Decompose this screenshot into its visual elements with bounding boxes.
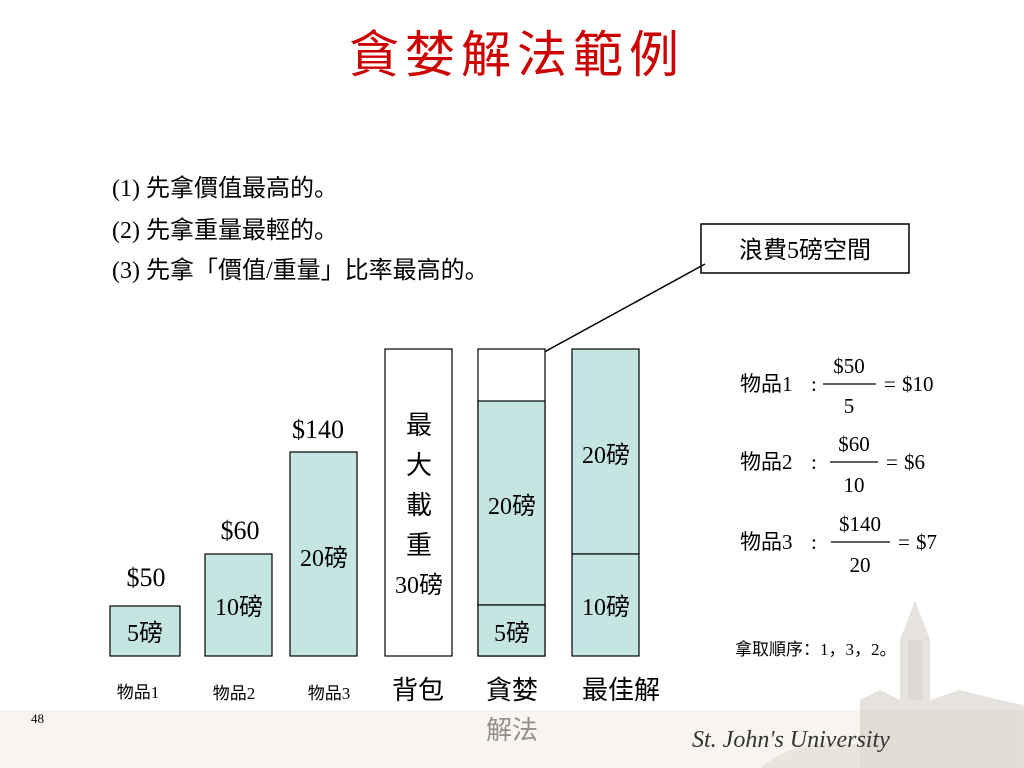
ratio-item2-name: 物品2: [740, 450, 793, 474]
take-order-text: 拿取順序：1，3，2。: [735, 639, 897, 659]
ratio-item3-denominator: 20: [850, 553, 871, 577]
ratio-item1-result: $10: [902, 372, 934, 396]
ratio-item1-denominator: 5: [844, 394, 855, 418]
ratio-item1-sep: :: [811, 372, 817, 396]
greedy-lower-weight: 5磅: [494, 620, 530, 647]
greedy-upper-box: [477, 400, 546, 606]
item2-label: 物品2: [213, 684, 256, 703]
best-upper-weight: 20磅: [582, 442, 630, 469]
rule-3: (3) 先拿「價值/重量」比率最高的。: [112, 257, 489, 284]
item3-box: [289, 451, 358, 657]
best-lower-weight: 10磅: [582, 594, 630, 621]
item2-price: $60: [221, 516, 260, 545]
ratio-item2: 物品2 : $60 10 = $6: [740, 432, 925, 497]
ratio-item2-equals: =: [886, 450, 898, 474]
page-number: 48: [31, 711, 44, 726]
ratio-item2-denominator: 10: [844, 473, 865, 497]
knapsack-box: [384, 348, 453, 657]
ratio-item1-name: 物品1: [740, 372, 793, 396]
ratio-item2-sep: :: [811, 450, 817, 474]
best-label: 最佳解: [582, 676, 660, 705]
item3-price: $140: [292, 415, 344, 444]
university-logo-text: St. John's University: [692, 727, 890, 753]
greedy-lower-box: [477, 604, 546, 657]
rule-1: (1) 先拿價值最高的。: [112, 175, 338, 202]
callout-box: [700, 223, 910, 274]
knapsack-line-4: 重: [406, 531, 432, 560]
ratio-item2-result: $6: [904, 450, 925, 474]
ratio-item2-numerator: $60: [838, 432, 870, 456]
item1-weight: 5磅: [127, 620, 163, 647]
ratio-item3-equals: =: [898, 530, 910, 554]
campus-building-illustration: [760, 600, 1024, 768]
rule-2: (2) 先拿重量最輕的。: [112, 217, 338, 244]
ratio-item3-sep: :: [811, 530, 817, 554]
ratio-item3-numerator: $140: [839, 512, 881, 536]
greedy-label-line1: 貪婪: [486, 676, 538, 705]
ratio-item1: 物品1 : $50 5 = $10: [740, 354, 934, 418]
knapsack-line-2: 大: [406, 451, 432, 480]
best-upper-box: [571, 348, 640, 555]
item2-box: [204, 553, 273, 657]
ratio-item1-numerator: $50: [833, 354, 865, 378]
item1-box: [109, 605, 181, 657]
knapsack-line-1: 最: [406, 411, 432, 440]
ratio-item1-equals: =: [884, 372, 896, 396]
item3-weight: 20磅: [300, 545, 348, 572]
item1-label: 物品1: [117, 683, 160, 702]
ratio-item3-result: $7: [916, 530, 937, 554]
item3-label: 物品3: [308, 684, 351, 703]
item1-price: $50: [127, 563, 166, 592]
item2-weight: 10磅: [215, 594, 263, 621]
ratio-item3: 物品3 : $140 20 = $7: [740, 512, 937, 577]
footer-band: [0, 710, 1024, 768]
greedy-upper-weight: 20磅: [488, 493, 536, 520]
slide-title: 貪婪解法範例: [349, 26, 685, 84]
knapsack-label: 背包: [392, 676, 444, 705]
knapsack-capacity: 30磅: [395, 572, 443, 599]
callout-text: 浪費5磅空間: [739, 237, 871, 264]
knapsack-line-3: 載: [406, 491, 432, 520]
best-lower-box: [571, 553, 640, 657]
ratio-item3-name: 物品3: [740, 530, 793, 554]
